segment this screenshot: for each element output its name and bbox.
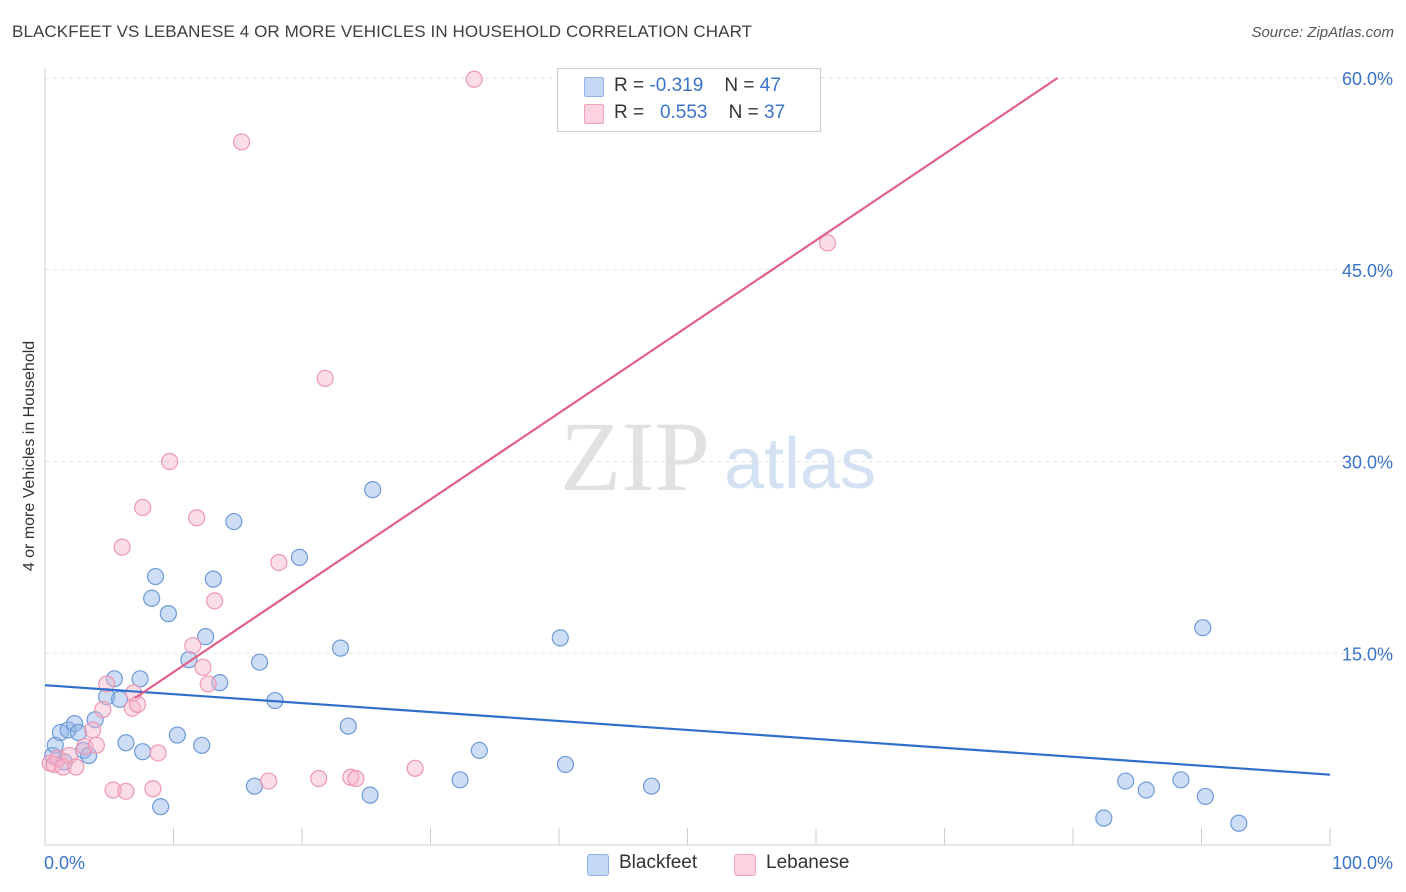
blackfeet-point (1172, 771, 1190, 789)
blackfeet-point (1196, 787, 1214, 806)
lebanese-point (128, 695, 147, 713)
blackfeet-point (65, 714, 84, 733)
lebanese-point (818, 234, 837, 252)
y-tick-label: 30.0% (1342, 453, 1393, 473)
blackfeet-point (159, 605, 177, 623)
lebanese-point (465, 70, 483, 88)
lebanese-point (87, 736, 106, 754)
grid-lines (45, 77, 1392, 654)
blackfeet-point (225, 512, 243, 531)
y-tick-label: 15.0% (1342, 644, 1393, 664)
legend-n-label: N = (724, 75, 755, 96)
blackfeet-point (556, 755, 575, 774)
lebanese-point (144, 780, 162, 798)
blackfeet-point (46, 736, 64, 754)
blackfeet-point (339, 717, 357, 735)
legend-r-value-lebanese: 0.553 (659, 102, 708, 123)
y-axis-label: 4 or more Vehicles in Household (21, 340, 38, 572)
lebanese-legend-swatch (734, 854, 756, 876)
legend-label-blackfeet: Blackfeet (619, 852, 698, 873)
blackfeet-point (1117, 772, 1135, 790)
lebanese-point (259, 772, 278, 790)
x-tick-label: 100.0% (1332, 853, 1393, 873)
legend-n-label: N = (728, 102, 759, 123)
lebanese-point (98, 675, 116, 693)
blackfeet-point (117, 734, 135, 752)
blackfeet-point (193, 736, 211, 754)
chart-title: BLACKFEET VS LEBANESE 4 OR MORE VEHICLES… (12, 22, 753, 41)
lebanese-point (94, 700, 112, 719)
blackfeet-point (204, 570, 222, 588)
legend-r-value-blackfeet: -0.319 (649, 75, 704, 96)
x-tick-label: 0.0% (44, 853, 85, 873)
blackfeet-point (331, 639, 350, 657)
lebanese-point (83, 721, 102, 739)
lebanese-point (113, 538, 131, 556)
lebanese-trend-line (134, 77, 1059, 699)
legend-r-label: R = (614, 102, 645, 123)
lebanese-point (134, 498, 152, 517)
lebanese-point (117, 782, 135, 800)
lebanese-point (406, 759, 424, 777)
blackfeet-point (361, 786, 379, 804)
blackfeet-point (168, 726, 186, 744)
blackfeet-point (69, 723, 88, 742)
y-tick-label: 45.0% (1342, 261, 1393, 281)
axes (44, 68, 1331, 846)
lebanese-point (194, 658, 212, 676)
legend-n-value-lebanese: 37 (764, 102, 786, 123)
trend-lines (44, 77, 1331, 776)
blackfeet-swatch (584, 77, 604, 97)
lebanese-point (233, 133, 251, 151)
lebanese-point (184, 636, 202, 655)
lebanese-point (270, 553, 288, 572)
lebanese-point (104, 781, 122, 799)
legend-r-label: R = (614, 75, 645, 96)
lebanese-point (67, 758, 85, 776)
watermark-atlas: atlas (724, 424, 876, 504)
lebanese-point (206, 592, 224, 610)
lebanese-point (199, 675, 217, 693)
blackfeet-point (290, 548, 309, 566)
blackfeet-point (1095, 809, 1113, 827)
blackfeet-point (364, 481, 382, 499)
blackfeet-point (451, 771, 469, 789)
legend-n-value-blackfeet: 47 (759, 75, 781, 96)
blackfeet-point (131, 670, 149, 688)
source-label: Source: ZipAtlas.com (1251, 24, 1394, 41)
watermark-zip: ZIP (560, 401, 710, 512)
blackfeet-point (1194, 619, 1212, 637)
y-tick-label: 60.0% (1342, 69, 1393, 89)
blackfeet-point (642, 777, 661, 795)
blackfeet-point (59, 721, 77, 739)
lebanese-point (347, 769, 365, 788)
lebanese-point (149, 744, 167, 762)
blackfeet-trend-line (44, 684, 1331, 776)
tick-labels: 15.0% 30.0% 45.0% 60.0% 0.0% 100.0% (44, 69, 1393, 873)
blackfeet-point (1230, 814, 1248, 832)
lebanese-point (188, 509, 206, 527)
correlation-legend: R = -0.319 N = 47 R = 0.553 N = 37 (557, 68, 821, 132)
blackfeet-point (197, 628, 215, 646)
blackfeet-point (1137, 781, 1155, 799)
lebanese-swatch (584, 104, 604, 124)
blackfeet-legend-swatch (587, 854, 609, 876)
blackfeet-point (134, 743, 152, 761)
data-points (41, 70, 1248, 832)
blackfeet-point (143, 589, 161, 607)
lebanese-point (316, 369, 334, 388)
blackfeet-point (250, 653, 269, 671)
legend-label-lebanese: Lebanese (766, 852, 850, 873)
blackfeet-point (470, 741, 488, 760)
lebanese-point (310, 769, 328, 788)
lebanese-point (161, 452, 179, 471)
blackfeet-point (551, 629, 569, 647)
blackfeet-point (152, 798, 170, 816)
blackfeet-point (146, 567, 165, 586)
